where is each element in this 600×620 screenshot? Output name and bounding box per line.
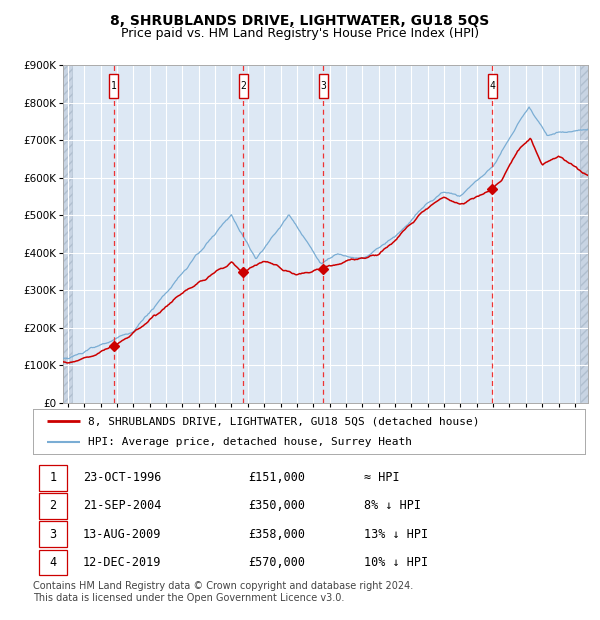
Text: 3: 3 <box>320 81 326 91</box>
Text: 23-OCT-1996: 23-OCT-1996 <box>83 471 161 484</box>
Bar <box>63 65 72 403</box>
FancyBboxPatch shape <box>38 549 67 575</box>
Text: 13-AUG-2009: 13-AUG-2009 <box>83 528 161 541</box>
Text: ≈ HPI: ≈ HPI <box>364 471 400 484</box>
Text: 8% ↓ HPI: 8% ↓ HPI <box>364 500 421 512</box>
Text: HPI: Average price, detached house, Surrey Heath: HPI: Average price, detached house, Surr… <box>88 437 412 447</box>
FancyBboxPatch shape <box>109 74 118 98</box>
Text: 21-SEP-2004: 21-SEP-2004 <box>83 500 161 512</box>
Text: 13% ↓ HPI: 13% ↓ HPI <box>364 528 428 541</box>
Text: 4: 4 <box>490 81 495 91</box>
Text: £151,000: £151,000 <box>248 471 305 484</box>
Text: 4: 4 <box>49 556 56 569</box>
FancyBboxPatch shape <box>38 465 67 490</box>
FancyBboxPatch shape <box>239 74 248 98</box>
Text: 2: 2 <box>49 500 56 512</box>
Bar <box>580 65 588 403</box>
Text: 8, SHRUBLANDS DRIVE, LIGHTWATER, GU18 5QS: 8, SHRUBLANDS DRIVE, LIGHTWATER, GU18 5Q… <box>110 14 490 28</box>
FancyBboxPatch shape <box>38 493 67 519</box>
Text: 2: 2 <box>240 81 246 91</box>
Bar <box>63 65 72 403</box>
Text: 1: 1 <box>111 81 117 91</box>
Text: 8, SHRUBLANDS DRIVE, LIGHTWATER, GU18 5QS (detached house): 8, SHRUBLANDS DRIVE, LIGHTWATER, GU18 5Q… <box>88 416 480 427</box>
Text: £570,000: £570,000 <box>248 556 305 569</box>
Text: 3: 3 <box>49 528 56 541</box>
FancyBboxPatch shape <box>319 74 328 98</box>
Text: This data is licensed under the Open Government Licence v3.0.: This data is licensed under the Open Gov… <box>33 593 344 603</box>
Text: 1: 1 <box>49 471 56 484</box>
Text: Price paid vs. HM Land Registry's House Price Index (HPI): Price paid vs. HM Land Registry's House … <box>121 27 479 40</box>
FancyBboxPatch shape <box>38 521 67 547</box>
Text: Contains HM Land Registry data © Crown copyright and database right 2024.: Contains HM Land Registry data © Crown c… <box>33 581 413 591</box>
Text: 12-DEC-2019: 12-DEC-2019 <box>83 556 161 569</box>
Text: 10% ↓ HPI: 10% ↓ HPI <box>364 556 428 569</box>
Text: £350,000: £350,000 <box>248 500 305 512</box>
Bar <box>580 65 588 403</box>
Text: £358,000: £358,000 <box>248 528 305 541</box>
FancyBboxPatch shape <box>488 74 497 98</box>
